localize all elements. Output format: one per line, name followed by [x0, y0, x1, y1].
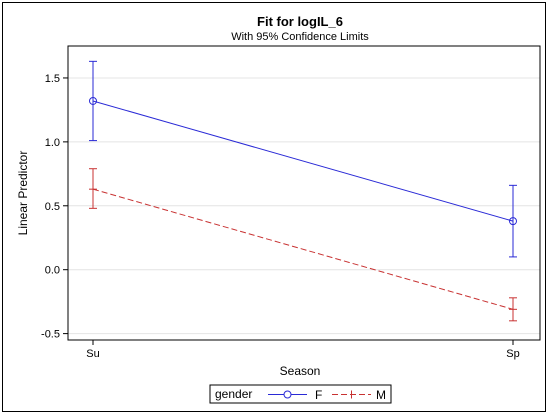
y-tick-label: -0.5 [41, 329, 60, 341]
y-tick-label: 1.5 [45, 73, 60, 85]
x-tick-label: Su [86, 348, 99, 360]
data-point [89, 96, 97, 105]
x-tick-label: Sp [506, 348, 519, 360]
chart-title: Fit for logIL_6 [257, 14, 343, 29]
y-axis: -0.5 0.0 0.5 1.0 1.5 [41, 73, 68, 341]
series-line-F [92, 100, 514, 222]
legend-label: F [315, 388, 322, 402]
grid-lines [68, 77, 540, 335]
data-point [509, 305, 517, 314]
series-line-M [92, 188, 514, 310]
legend-item-F: F [268, 388, 322, 402]
legend-marker [283, 390, 292, 399]
y-tick-label: 1.0 [45, 137, 60, 149]
y-axis-label: Linear Predictor [16, 151, 30, 236]
legend-label: M [376, 388, 386, 402]
series-layer [89, 60, 517, 322]
y-tick-label: 0.0 [45, 265, 60, 277]
x-axis-label: Season [280, 364, 321, 378]
legend-item-M: M [332, 388, 386, 402]
x-axis: Su Sp [86, 340, 520, 360]
y-tick-label: 0.5 [45, 201, 60, 213]
legend-title: gender [215, 387, 252, 401]
plot-area [67, 45, 541, 341]
data-point [509, 217, 517, 226]
data-point [89, 185, 97, 194]
chart-subtitle: With 95% Confidence Limits [231, 31, 369, 43]
